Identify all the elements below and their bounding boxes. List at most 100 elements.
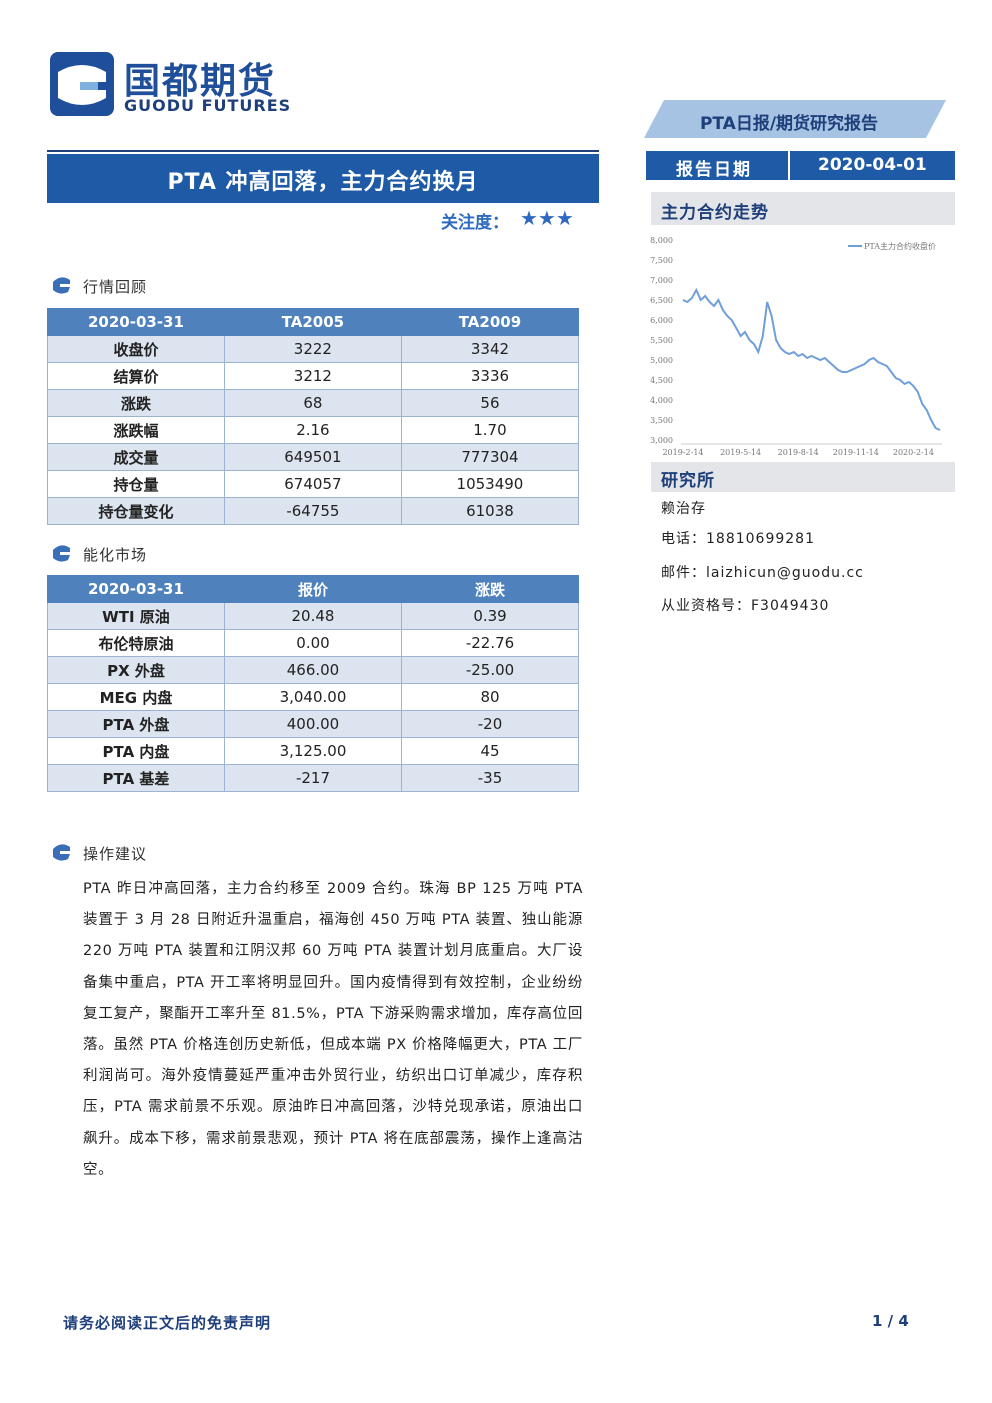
table-cell: 结算价 — [47, 362, 225, 390]
table-cell: 布伦特原油 — [47, 629, 225, 657]
table-row: MEG 内盘 3,040.00 80 — [47, 683, 579, 711]
table-cell: -35 — [401, 764, 579, 792]
report-date: 2020-04-01 — [818, 155, 927, 175]
research-heading-bar — [651, 462, 955, 492]
analyst-name: 赖治存 — [661, 501, 706, 517]
table-cell: TA2009 — [400, 308, 580, 336]
x-tick-label: 2019-8-14 — [778, 448, 819, 457]
table-cell: 3,040.00 — [223, 683, 403, 711]
x-tick-label: 2019-2-14 — [662, 448, 703, 457]
analyst-email: 邮件：laizhicun@guodu.cc — [661, 565, 864, 581]
line-series — [682, 287, 941, 431]
date-label: 报告日期 — [676, 160, 752, 180]
disclaimer: 请务必阅读正文后的免责声明 — [63, 1314, 272, 1332]
table-cell: -217 — [223, 764, 403, 792]
table-cell: 涨跌 — [47, 389, 225, 417]
table-cell: 3336 — [400, 362, 580, 390]
y-tick-label: 5,000 — [650, 356, 673, 365]
y-tick-label: 5,500 — [650, 336, 673, 345]
table-cell: PX 外盘 — [47, 656, 225, 684]
page-number: 1 / 4 — [872, 1312, 909, 1330]
chart-heading-bar — [651, 192, 955, 225]
table-cell: 3212 — [223, 362, 402, 390]
y-tick-label: 8,000 — [650, 236, 673, 245]
section-title: 行情回顾 — [83, 278, 148, 296]
research-heading: 研究所 — [661, 471, 715, 491]
table-cell: PTA 外盘 — [47, 710, 225, 738]
table-row: PTA 外盘 400.00 -20 — [47, 710, 579, 738]
section-icon — [53, 277, 70, 294]
y-tick-label: 7,500 — [650, 256, 673, 265]
table-cell: 0.00 — [223, 629, 403, 657]
energy-table: 2020-03-31 报价 涨跌 WTI 原油 20.48 0.39 布伦特原油 0.00 -2… — [47, 575, 579, 792]
y-tick-label: 3,500 — [650, 416, 673, 425]
table-cell: 649501 — [223, 443, 402, 471]
report-type-banner — [644, 100, 946, 138]
table-cell: 持仓量变化 — [47, 497, 225, 525]
table-cell: WTI 原油 — [47, 602, 225, 630]
section-title: 操作建议 — [83, 845, 148, 863]
table-cell: 20.48 — [223, 602, 403, 630]
table-cell: 3342 — [400, 335, 580, 363]
report-type: PTA日报/期货研究报告 — [699, 114, 879, 134]
analyst-license: 从业资格号：F3049430 — [661, 598, 830, 614]
table-row: 结算价 3212 3336 — [47, 362, 580, 390]
table-cell: PTA 内盘 — [47, 737, 225, 765]
title-bar — [47, 154, 599, 203]
logo-mark — [50, 52, 114, 116]
y-tick-label: 7,000 — [650, 276, 673, 285]
table-cell: 0.39 — [401, 602, 579, 630]
table-cell: 68 — [223, 389, 402, 417]
table-row: 涨跌 68 56 — [47, 389, 580, 417]
market-table: 2020-03-31 TA2005 TA2009 收盘价 3222 3342 结算价 3212… — [47, 308, 580, 525]
table-cell: MEG 内盘 — [47, 683, 225, 711]
table-cell: -20 — [401, 710, 579, 738]
table-row: WTI 原油 20.48 0.39 — [47, 602, 579, 630]
logo-en: GUODU FUTURES — [124, 96, 292, 115]
table-cell: 3222 — [223, 335, 402, 363]
table-row: 布伦特原油 0.00 -22.76 — [47, 629, 579, 657]
table-cell: -25.00 — [401, 656, 579, 684]
table-cell: 3,125.00 — [223, 737, 403, 765]
x-tick-label: 2019-11-14 — [833, 448, 879, 457]
table-cell: 报价 — [223, 575, 403, 603]
y-tick-label: 6,000 — [650, 316, 673, 325]
advice-text: PTA 昨日冲高回落，主力合约移至 2009 合约。珠海 BP 125 万吨 P… — [83, 881, 583, 1178]
table-cell: 61038 — [400, 497, 580, 525]
table-cell: -64755 — [223, 497, 402, 525]
table-cell: -22.76 — [401, 629, 579, 657]
table-cell: 收盘价 — [47, 335, 225, 363]
y-tick-label: 4,000 — [650, 396, 673, 405]
x-tick-label: 2020-2-14 — [893, 448, 934, 457]
table-cell: 674057 — [223, 470, 402, 498]
chart-heading: 主力合约走势 — [661, 203, 769, 223]
x-tick-label: 2019-5-14 — [720, 448, 761, 457]
y-tick-label: 6,500 — [650, 296, 673, 305]
table-row: 2020-03-31 报价 涨跌 — [47, 575, 579, 603]
attention-stars: ★★★ — [520, 206, 574, 230]
report-title: PTA 冲高回落，主力合约换月 — [167, 170, 479, 195]
table-cell: 2020-03-31 — [47, 308, 225, 336]
section-title: 能化市场 — [83, 546, 148, 564]
table-row: PX 外盘 466.00 -25.00 — [47, 656, 579, 684]
table-row: 持仓量变化 -64755 61038 — [47, 497, 580, 525]
table-cell: 80 — [401, 683, 579, 711]
table-cell: 466.00 — [223, 656, 403, 684]
table-row: PTA 基差 -217 -35 — [47, 764, 579, 792]
logo-cn: 国都期货 — [124, 61, 277, 102]
table-cell: 涨跌 — [401, 575, 579, 603]
table-row: PTA 内盘 3,125.00 45 — [47, 737, 579, 765]
section-icon — [53, 545, 70, 562]
date-bar — [646, 151, 955, 180]
table-row: 持仓量 674057 1053490 — [47, 470, 580, 498]
y-tick-label: 4,500 — [650, 376, 673, 385]
y-tick-label: 3,000 — [650, 436, 673, 445]
title-rule — [47, 150, 599, 152]
table-cell: 成交量 — [47, 443, 225, 471]
section-icon — [53, 844, 70, 861]
analyst-phone: 电话：18810699281 — [661, 531, 815, 547]
table-row: 收盘价 3222 3342 — [47, 335, 580, 363]
table-cell: 2020-03-31 — [47, 575, 225, 603]
table-cell: 1.70 — [400, 416, 580, 444]
